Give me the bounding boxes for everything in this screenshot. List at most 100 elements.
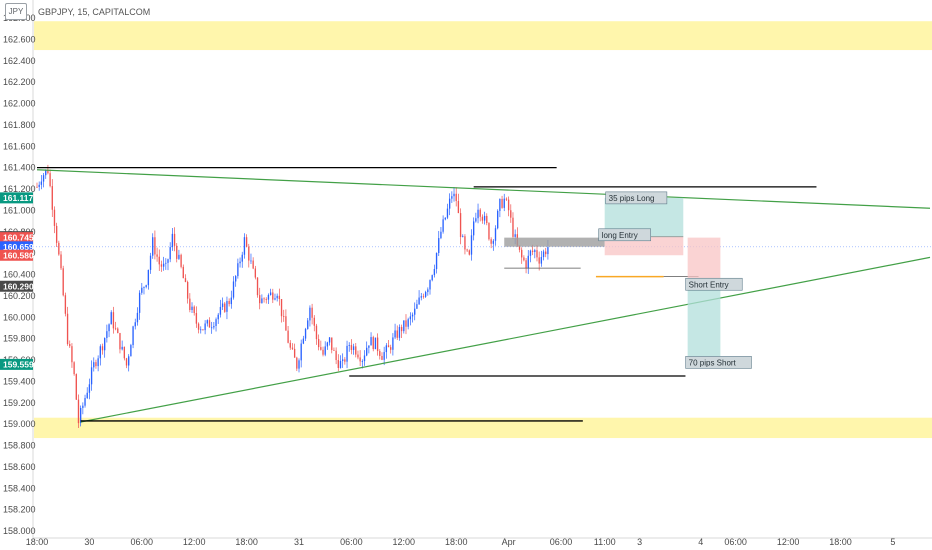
x-axis: 18:00 30 06:00 12:00 18:00 31 06:00 12:00 18:00 A… <box>26 537 896 547</box>
candle-body <box>501 198 503 208</box>
candle-body <box>472 221 475 236</box>
candle-body <box>55 225 58 243</box>
candle-body <box>191 306 193 310</box>
y-tick-label: 161.000 <box>3 205 36 215</box>
candle-body <box>69 344 71 347</box>
candle-body <box>407 319 409 327</box>
candle-body <box>453 193 455 197</box>
candle-body <box>414 308 416 315</box>
candle-body <box>274 298 276 300</box>
candle-body <box>104 338 106 351</box>
candle-body <box>381 355 383 360</box>
x-tick-label: 11:00 <box>594 537 616 547</box>
zone-layer <box>33 21 932 439</box>
candle-body <box>256 277 259 296</box>
candle-body <box>195 313 198 324</box>
candle-body <box>488 223 490 240</box>
candle-body <box>422 296 425 298</box>
candle-body <box>322 349 324 355</box>
price-label: 159.559 <box>0 358 34 370</box>
y-tick-label: 158.200 <box>3 505 36 515</box>
candle-body <box>136 312 139 323</box>
x-tick-label: 18:00 <box>445 537 468 547</box>
y-tick-label: 158.000 <box>3 526 36 536</box>
candle-body <box>326 342 329 347</box>
candle-body <box>82 405 84 408</box>
candle-body <box>451 196 453 199</box>
x-tick-label: 18:00 <box>829 537 852 547</box>
candle-body <box>497 210 499 229</box>
candle-body <box>132 326 134 346</box>
y-tick-label: 160.400 <box>3 270 36 280</box>
candle-body <box>110 312 112 325</box>
candle-body <box>313 317 315 326</box>
candle-body <box>521 249 523 258</box>
candle-body <box>156 254 158 257</box>
y-tick-label: 158.600 <box>3 462 36 472</box>
candle-body <box>99 346 101 359</box>
candle-body <box>97 358 99 367</box>
candle-body <box>376 337 379 352</box>
price-label-text: 159.559 <box>3 359 34 369</box>
candle-body <box>448 198 451 209</box>
x-tick-label: 4 <box>698 537 703 547</box>
price-label-text: 160.745 <box>3 233 34 243</box>
candle-body <box>143 286 145 288</box>
y-tick-label: 162.400 <box>3 56 36 66</box>
x-tick-label: 18:00 <box>26 537 49 547</box>
candle-body <box>383 352 385 360</box>
candle-body <box>51 186 53 210</box>
candle-body <box>411 314 414 317</box>
symbol-title[interactable]: GBPJPY, 15, CAPITALCOM <box>38 7 151 17</box>
lower-trendline <box>80 256 931 423</box>
candle-body <box>392 337 394 350</box>
candle-body <box>219 306 222 315</box>
candle-body <box>309 307 311 321</box>
candle-body <box>252 260 254 269</box>
candle-body <box>226 301 228 312</box>
candle-body <box>479 209 481 217</box>
candle-body <box>438 238 440 253</box>
candle-body <box>518 245 521 250</box>
x-tick-label: 12:00 <box>183 537 206 547</box>
price-labels: 161.117160.754160.745160.659160.580160.2… <box>0 192 34 370</box>
price-label-box <box>0 280 33 292</box>
candle-body <box>359 357 361 362</box>
candle-body <box>545 251 547 255</box>
short-target-label-box <box>685 356 752 369</box>
candle-body <box>267 294 270 300</box>
candle-body <box>128 356 130 366</box>
candle-body <box>446 208 449 218</box>
candle-body <box>298 360 300 369</box>
candle-body <box>283 316 285 317</box>
candle-body <box>486 215 488 224</box>
candle-body <box>442 219 444 232</box>
candle-body <box>259 295 261 304</box>
candle-body <box>263 298 265 300</box>
candle-body <box>464 236 466 250</box>
candle-body <box>213 325 215 328</box>
candle-body <box>141 287 143 293</box>
candle-body <box>117 328 119 334</box>
candle-body <box>468 250 470 255</box>
candle-body <box>396 330 398 338</box>
candle-body <box>499 198 501 211</box>
candle-body <box>390 347 392 350</box>
candle-body <box>184 278 187 282</box>
candle-body <box>95 362 97 367</box>
candle-body <box>224 303 226 312</box>
candle-body <box>333 349 335 351</box>
candle-body <box>197 323 200 330</box>
short-entry-label-text: Short Entry <box>689 280 729 289</box>
candle-body <box>348 345 350 346</box>
candle-body <box>88 384 91 393</box>
candle-body <box>529 250 532 256</box>
candle-body <box>331 337 333 350</box>
candle-body <box>398 326 401 338</box>
candles-layer <box>36 164 549 428</box>
candle-body <box>173 233 176 246</box>
symbol-logo[interactable]: JPY <box>5 3 27 20</box>
candle-body <box>394 330 396 338</box>
candle-body <box>215 319 217 326</box>
